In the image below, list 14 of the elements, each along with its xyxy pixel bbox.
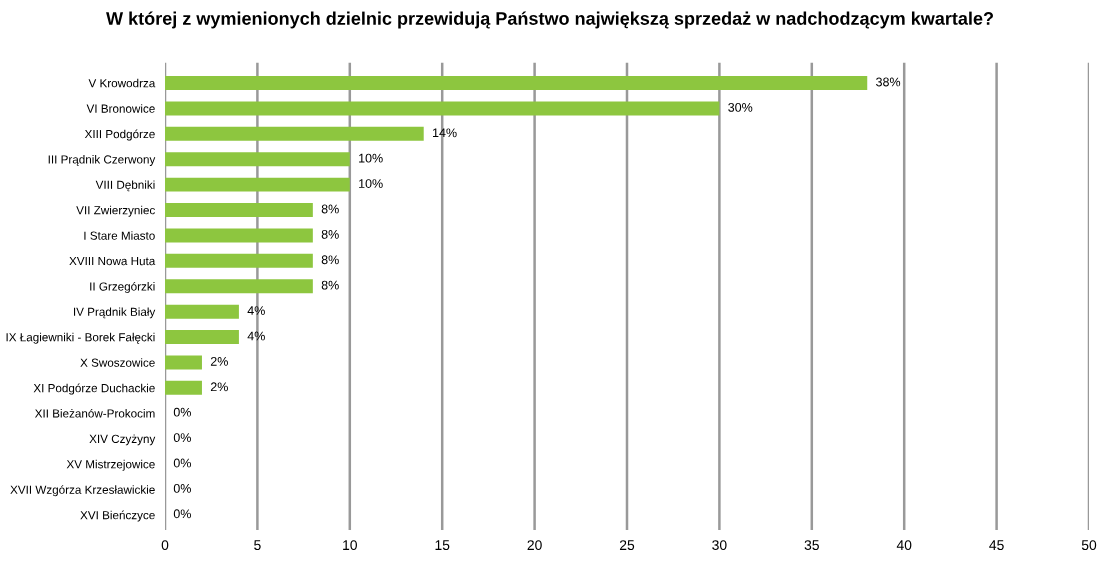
chart-title: W której z wymienionych dzielnic przewidują Państwo największą sprzedaż w nadchodzącym kwartale? xyxy=(106,11,993,29)
bar xyxy=(165,380,202,395)
bar xyxy=(165,76,868,91)
bar xyxy=(165,126,424,141)
bar xyxy=(165,304,239,319)
bar xyxy=(165,330,239,345)
bar xyxy=(165,279,313,294)
bar xyxy=(165,152,350,167)
bar xyxy=(165,253,313,268)
bar xyxy=(165,177,350,192)
bar xyxy=(165,355,202,370)
bar xyxy=(165,228,313,243)
bar xyxy=(165,101,720,116)
bar xyxy=(165,203,313,218)
